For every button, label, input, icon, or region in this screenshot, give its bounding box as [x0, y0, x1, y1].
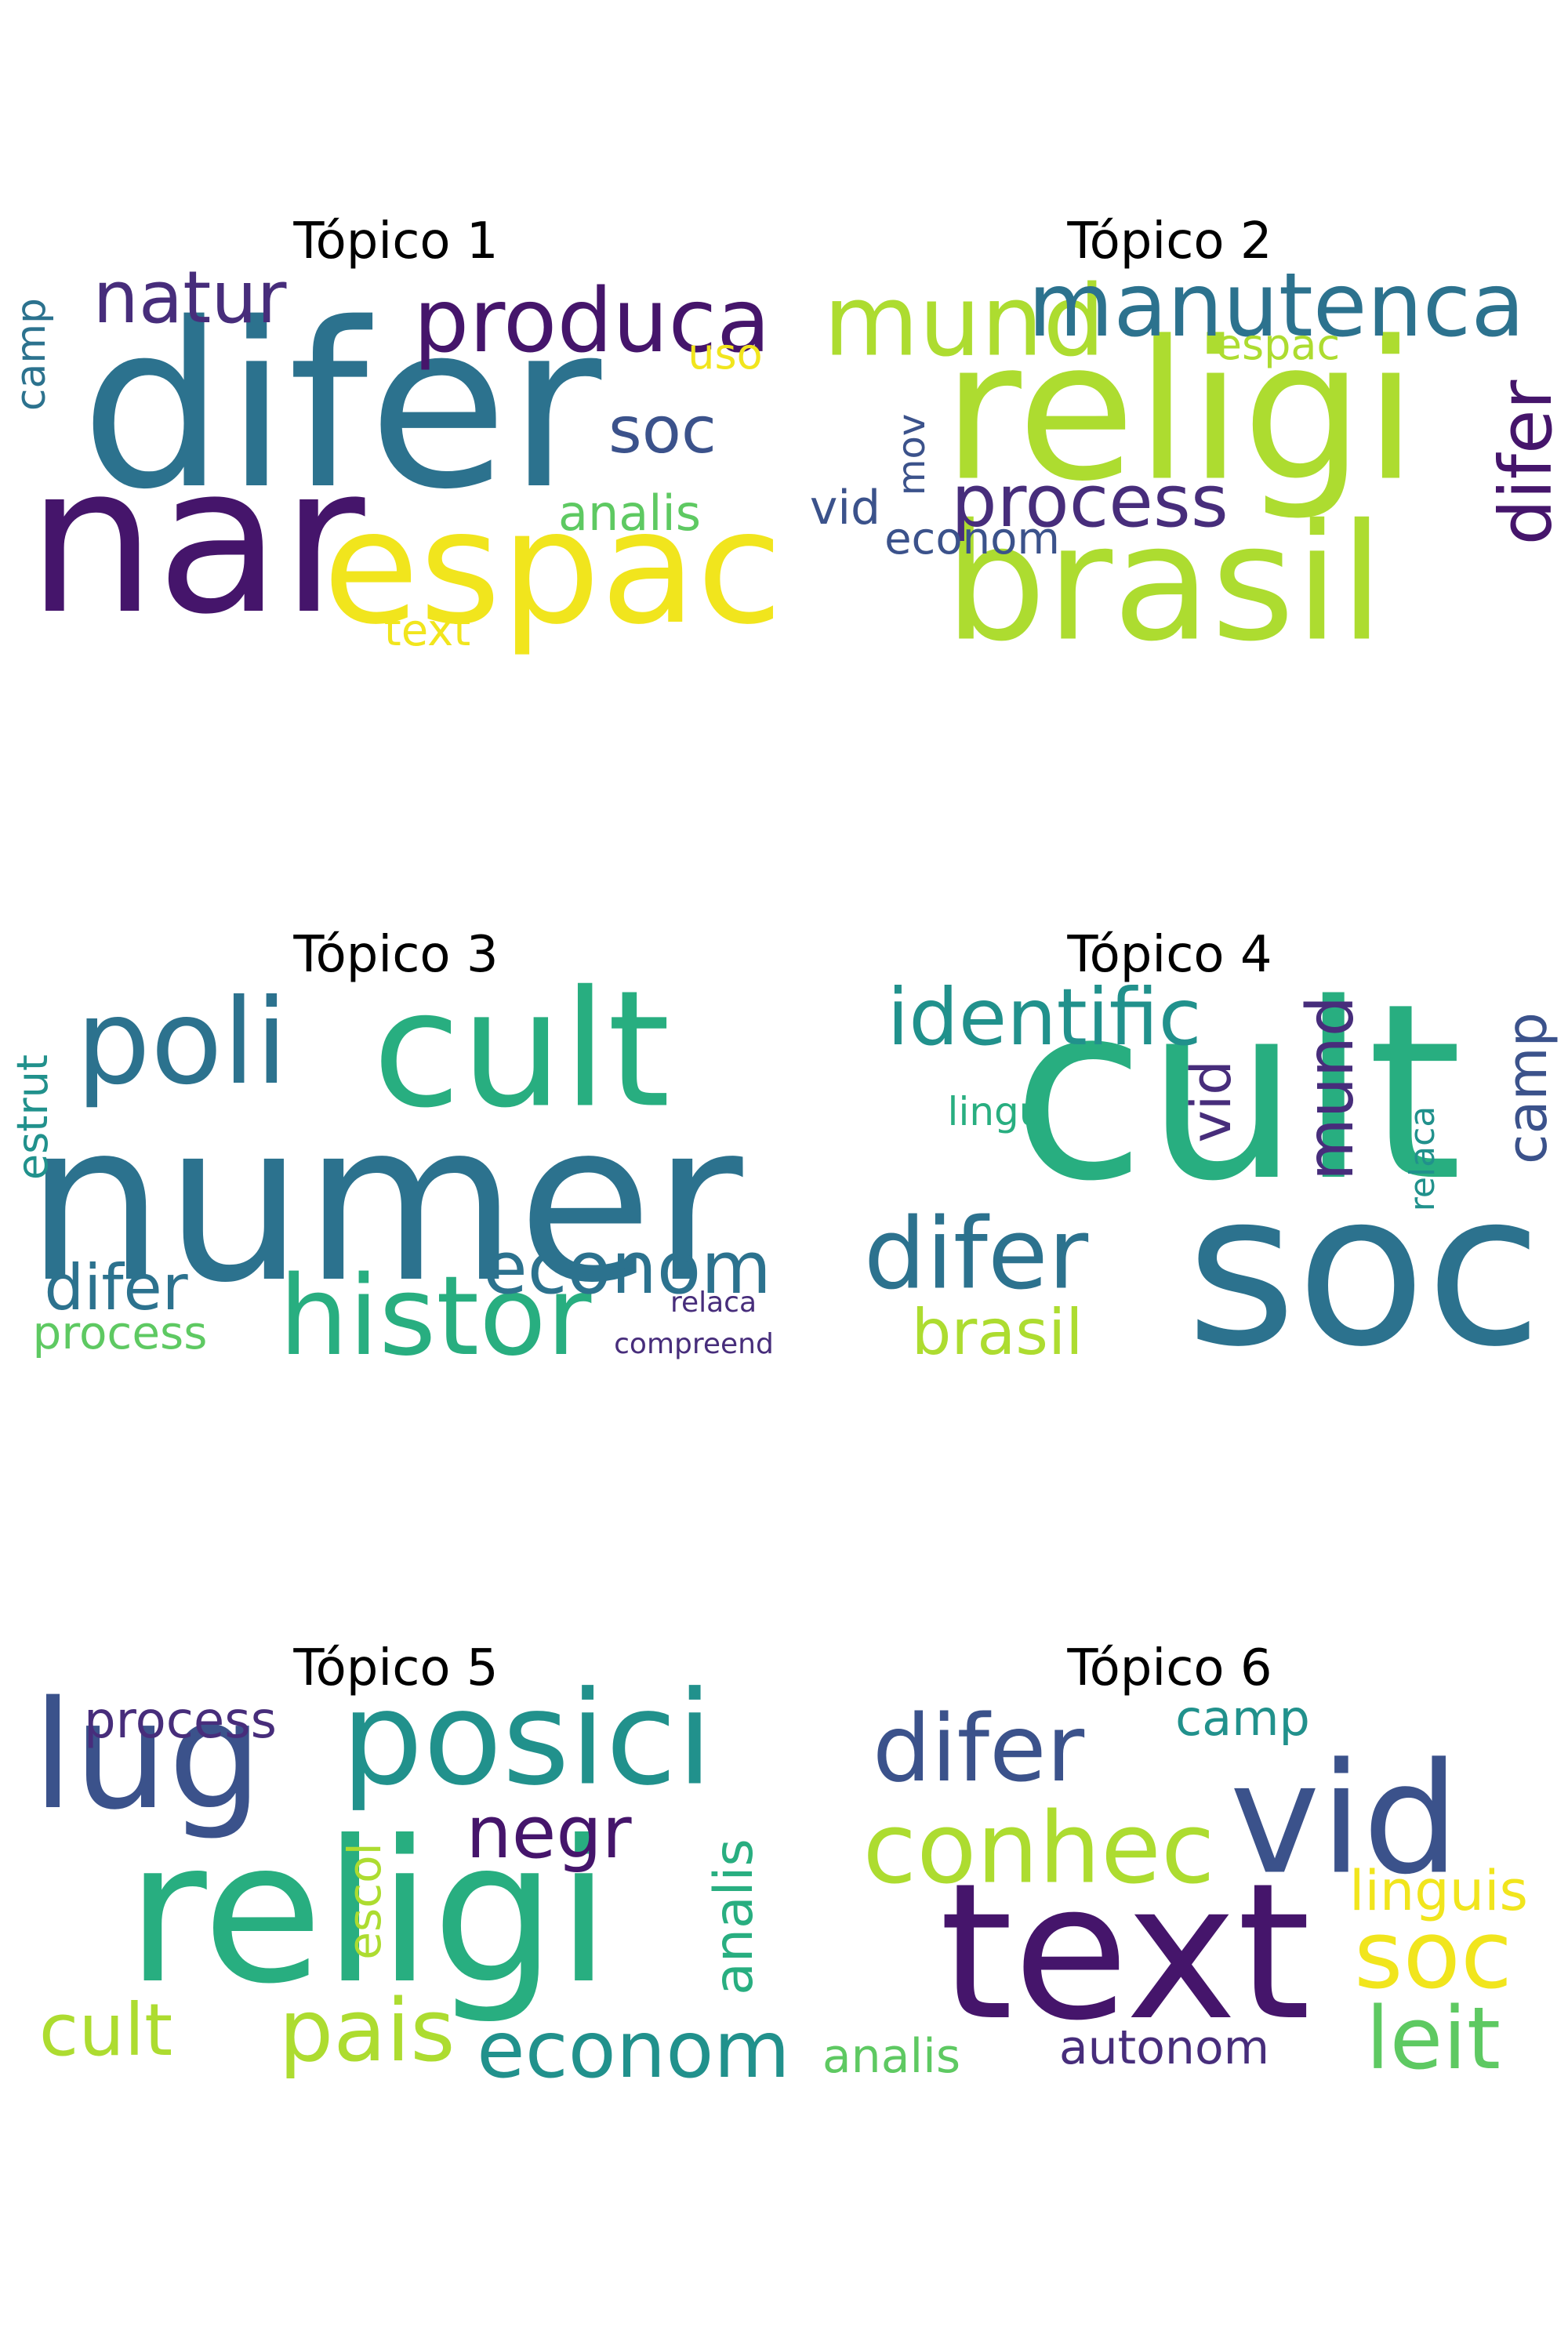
cloud-word: cult	[372, 956, 670, 1144]
topic-title-3: Tópico 3	[293, 926, 499, 984]
cloud-word: analis	[703, 1838, 765, 1995]
cloud-word: nar	[27, 423, 365, 659]
cloud-word: natur	[93, 256, 287, 339]
word-cloud-4: cult soc identific difer brasil mund cam…	[784, 706, 1568, 1411]
topic-title-6: Tópico 6	[1067, 1639, 1272, 1697]
cloud-word: text	[383, 605, 471, 656]
cloud-word: camp	[1175, 1690, 1310, 1747]
cloud-word: process	[84, 1692, 277, 1750]
cloud-word: histor	[278, 1253, 592, 1381]
cloud-word: uso	[688, 329, 763, 379]
cloud-word: brasil	[911, 1296, 1083, 1369]
topic-title-2: Tópico 2	[1067, 212, 1272, 270]
cloud-word: conhec	[862, 1791, 1215, 1906]
cloud-word: escol	[338, 1842, 391, 1960]
topic-title-1: Tópico 1	[293, 212, 499, 270]
cloud-word: camp	[1495, 1011, 1559, 1165]
cloud-word: econom	[477, 2004, 784, 2096]
word-cloud-5: religi posici lug econom pais negr cult …	[0, 1411, 784, 2117]
cloud-word: mund	[1294, 996, 1368, 1181]
cloud-word: manutenca	[1028, 255, 1525, 357]
cloud-word: camp	[8, 297, 55, 412]
cloud-word: vid	[1179, 1060, 1243, 1143]
cloud-word: text	[939, 1842, 1311, 2062]
cloud-word: mov	[890, 413, 934, 496]
cloud-word: soc	[1354, 1901, 1512, 2010]
cloud-word: lug	[32, 1669, 263, 1842]
cloud-word: poli	[75, 975, 289, 1111]
cloud-word: estrut	[8, 1054, 57, 1181]
cloud-word: espac	[1215, 320, 1341, 369]
cloud-word: produca	[413, 270, 771, 372]
cloud-word: pais	[278, 1980, 456, 2081]
cloud-word: difer	[1484, 379, 1568, 546]
cloud-word: religi	[942, 299, 1417, 524]
word-cloud-6: text vid conhec difer soc leit linguis a…	[784, 1411, 1568, 2117]
cloud-word: econom	[884, 514, 1060, 564]
topic-title-4: Tópico 4	[1067, 926, 1272, 984]
cloud-word: econom	[483, 1226, 771, 1310]
word-cloud-1: difer nar espac produca natur soc analis…	[0, 0, 784, 706]
cloud-word: analis	[822, 2029, 961, 2084]
cloud-word: relaca	[1403, 1105, 1443, 1212]
cloud-word: process	[32, 1306, 208, 1359]
cloud-word: lingu	[947, 1089, 1044, 1134]
cloud-word: compreend	[614, 1328, 774, 1360]
topic-title-5: Tópico 5	[293, 1639, 499, 1697]
cloud-word: soc	[608, 394, 717, 468]
cloud-word: negr	[466, 1791, 632, 1875]
cloud-word: leit	[1366, 1988, 1501, 2089]
cloud-word: espac	[322, 477, 783, 659]
cloud-word: difer	[44, 1251, 188, 1324]
cloud-word: cult	[38, 1988, 173, 2072]
cloud-word: linguis	[1349, 1859, 1528, 1923]
cloud-word: relaca	[670, 1287, 757, 1319]
cloud-word: vid	[1229, 1730, 1460, 1908]
cloud-word: identific	[887, 971, 1202, 1063]
cloud-word: vid	[809, 481, 881, 535]
cloud-word: cult	[1011, 952, 1463, 1235]
cloud-word: analis	[557, 485, 702, 542]
cloud-word: difer	[80, 275, 602, 539]
cloud-word: numer	[25, 1076, 743, 1331]
cloud-word: soc	[1185, 1146, 1543, 1393]
cloud-word: process	[951, 459, 1229, 543]
cloud-word: difer	[863, 1197, 1089, 1312]
cloud-word: mund	[823, 264, 1105, 379]
cloud-word: brasil	[944, 490, 1385, 677]
cloud-word: autonom	[1058, 2020, 1270, 2075]
word-cloud-3: numer cult poli histor econom difer proc…	[0, 706, 784, 1411]
cloud-word: difer	[872, 1694, 1085, 1802]
word-cloud-2: religi brasil mund manutenca process dif…	[784, 0, 1568, 706]
cloud-word: religi	[125, 1798, 612, 2027]
cloud-word: posici	[340, 1663, 713, 1814]
